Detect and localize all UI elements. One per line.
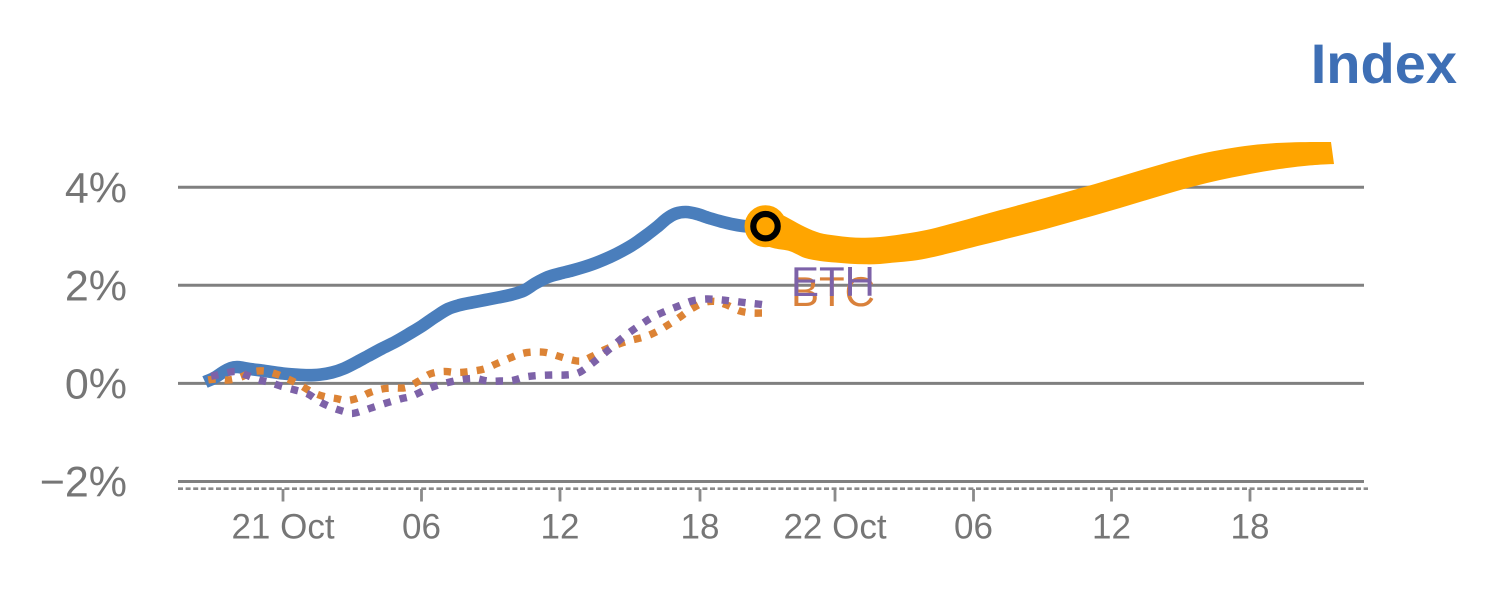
svg-text:12: 12 (1092, 508, 1131, 547)
svg-text:2%: 2% (65, 262, 127, 310)
svg-text:4%: 4% (65, 164, 127, 212)
svg-text:18: 18 (681, 508, 720, 547)
svg-text:BTC: BTC (791, 268, 875, 315)
svg-text:22 Oct: 22 Oct (783, 508, 886, 547)
svg-text:−2%: −2% (40, 459, 127, 507)
svg-text:Index: Index (1311, 32, 1457, 95)
svg-text:06: 06 (954, 508, 993, 547)
svg-text:12: 12 (541, 508, 580, 547)
svg-text:18: 18 (1231, 508, 1270, 547)
svg-text:0%: 0% (65, 361, 127, 409)
svg-text:21 Oct: 21 Oct (231, 508, 334, 547)
svg-text:ETH: ETH (791, 258, 875, 305)
svg-text:06: 06 (402, 508, 441, 547)
